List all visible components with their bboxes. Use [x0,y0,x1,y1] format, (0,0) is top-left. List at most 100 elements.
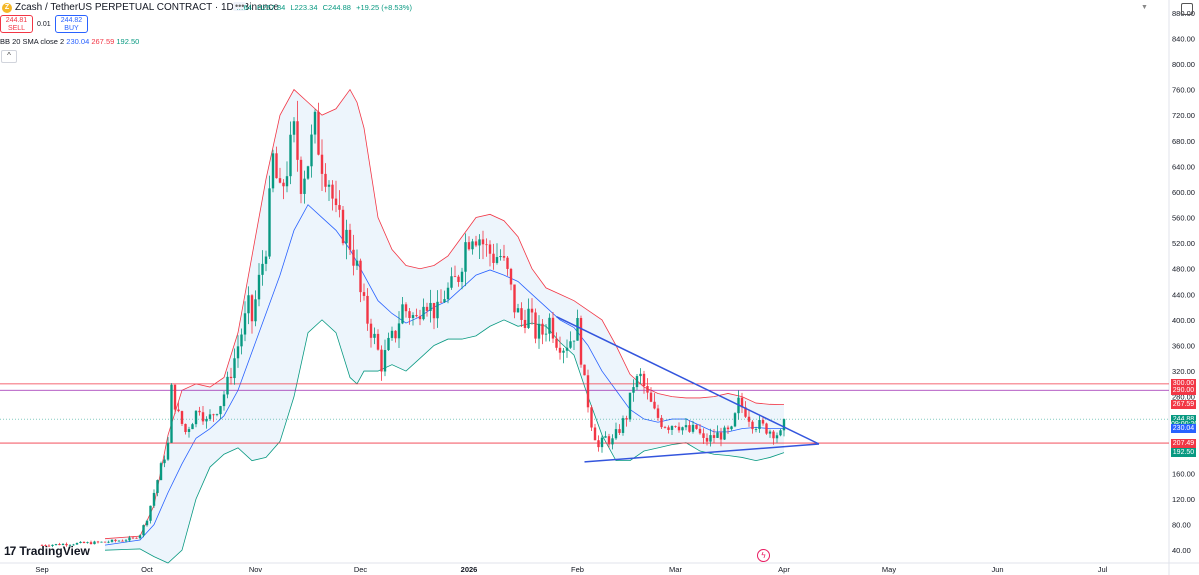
candle-body [366,295,369,324]
candle-body [128,537,131,541]
candle-body [247,295,250,314]
y-tick-label: 160.00 [1172,469,1195,478]
candle-body [506,257,509,269]
x-tick-label: Nov [249,565,263,574]
candle-body [702,433,705,438]
candle-body [555,338,558,348]
candle-body [310,134,313,167]
candle-body [719,432,723,440]
candle-body [243,313,247,335]
collapse-legend-icon[interactable]: ^ [1,50,17,63]
y-tick-label: 440.00 [1172,290,1195,299]
sell-price: 244.81 [5,17,28,24]
more-options-icon[interactable]: ••• [233,1,247,11]
candle-body [695,424,698,429]
symbol-title[interactable]: Zcash / TetherUS PERPETUAL CONTRACT · 1D… [15,2,279,13]
candle-body [159,463,163,481]
y-tick-label: 640.00 [1172,162,1195,171]
candle-body [632,387,635,393]
candle-body [635,376,639,388]
candle-body [47,545,51,547]
candle-body [565,347,569,351]
candle-body [58,544,61,546]
indicator-upper: 267.59 [91,37,115,46]
tradingview-logo: 17 TradingView [4,544,90,558]
candle-body [338,205,341,210]
candle-body [593,427,597,441]
buy-button[interactable]: 244.82 BUY [55,15,88,33]
candle-body [562,350,565,353]
candle-body [156,480,159,493]
candle-body [212,414,215,416]
candle-body [772,431,775,439]
trendline-upper [556,316,820,445]
candle-body [709,435,712,442]
candle-body [607,436,611,445]
candle-body [733,413,737,427]
candle-body [628,392,632,420]
candle-body [264,256,268,264]
candle-body [170,384,173,443]
bollinger-upper-band [104,88,785,540]
candle-body [320,154,324,174]
candle-body [401,304,404,324]
event-bolt-icon[interactable]: ϟ [757,549,770,562]
sell-label: SELL [7,25,26,32]
candle-body [390,330,394,338]
candle-body [439,301,443,303]
candle-body [86,542,89,544]
spread-value: 0.01 [37,21,51,28]
candle-body [324,173,327,187]
candle-body [261,263,264,275]
sell-button[interactable]: 244.81 SELL [0,15,33,33]
dropdown-arrow-icon[interactable]: ▼ [1141,4,1148,11]
candle-body [131,537,135,539]
candle-body [590,407,593,428]
candle-body [684,425,688,428]
candle-body [422,306,425,320]
candle-body [569,341,572,348]
candle-body [376,333,380,350]
candle-body [604,436,607,438]
candle-body [418,316,422,320]
candle-body [222,394,226,407]
x-tick-label: Jun [991,565,1003,574]
candle-body [215,414,219,415]
candle-body [327,184,331,187]
price-tag: 267.59 [1171,400,1196,410]
maximize-icon[interactable] [1181,3,1193,15]
candle-body [44,545,47,546]
candle-body [285,176,289,187]
candle-body [387,337,390,351]
candle-body [488,244,492,254]
candle-body [219,406,222,415]
indicator-legend[interactable]: BB 20 SMA close 2 230.04 267.59 192.50 [0,37,139,46]
candle-body [72,544,75,546]
candle-body [229,376,233,379]
bollinger-band-fill [105,89,784,564]
candle-body [271,153,275,189]
candle-body [614,429,618,439]
x-tick-label: 2026 [461,565,478,574]
candle-body [415,315,418,317]
candle-body [107,541,110,543]
y-tick-label: 800.00 [1172,60,1195,69]
buy-label: BUY [64,25,79,32]
candle-body [348,229,352,250]
candle-body [768,431,772,434]
candle-body [611,438,614,445]
candle-body [527,308,530,328]
price-tag: 207.49 [1171,438,1196,448]
candle-body [712,435,716,438]
y-tick-label: 600.00 [1172,188,1195,197]
price-tag: 230.04 [1171,424,1196,434]
candle-body [383,350,387,372]
y-tick-label: 760.00 [1172,86,1195,95]
candle-body [597,440,600,448]
candle-body [537,323,541,339]
candle-body [142,525,145,536]
candle-body [114,539,117,541]
candle-body [79,541,82,543]
x-tick-label: Dec [354,565,368,574]
